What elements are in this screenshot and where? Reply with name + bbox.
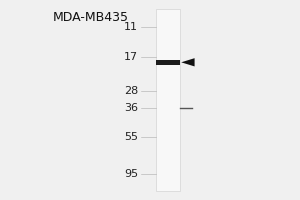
Bar	[156, 60, 180, 65]
Text: 28: 28	[124, 86, 138, 96]
Text: 36: 36	[124, 103, 138, 113]
Polygon shape	[181, 58, 195, 66]
Text: 11: 11	[124, 22, 138, 32]
Bar	[156, 9, 180, 191]
Text: MDA-MB435: MDA-MB435	[52, 11, 129, 24]
Text: 17: 17	[124, 52, 138, 62]
Text: 55: 55	[124, 132, 138, 142]
Text: 95: 95	[124, 169, 138, 179]
